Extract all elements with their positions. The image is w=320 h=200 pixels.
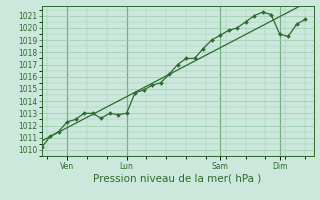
X-axis label: Pression niveau de la mer( hPa ): Pression niveau de la mer( hPa ) [93,173,262,183]
